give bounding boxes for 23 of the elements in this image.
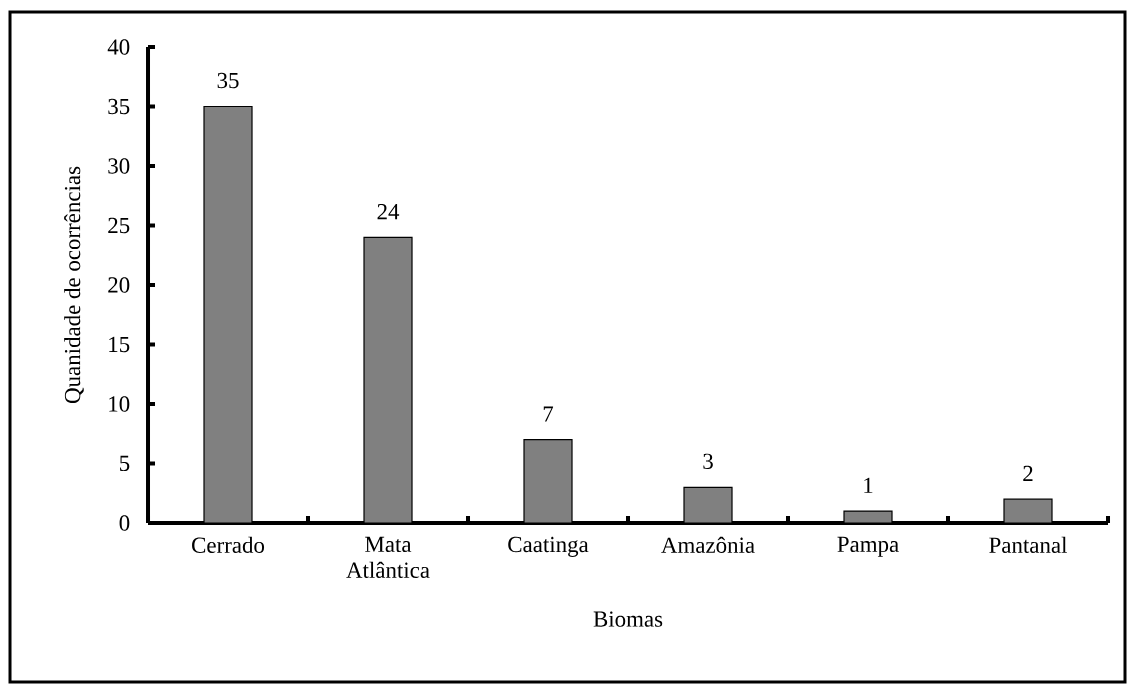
data-label: 3 xyxy=(703,453,713,470)
data-label: 2 xyxy=(1023,465,1033,481)
y-tick-label: 40 xyxy=(107,39,130,55)
x-tick-label: Caatinga xyxy=(508,536,589,557)
y-tick-label: 15 xyxy=(109,336,130,353)
x-tick-label: Cerrado xyxy=(192,536,265,553)
y-tick-label: 10 xyxy=(109,396,130,412)
x-tick-label: Pantanal xyxy=(989,536,1068,553)
data-label: 35 xyxy=(217,72,239,89)
x-axis-title: Biomas xyxy=(593,611,663,627)
data-label: 1 xyxy=(864,477,873,493)
y-tick-label: 0 xyxy=(119,515,130,531)
y-tick-label: 20 xyxy=(108,277,130,293)
y-tick-label: 35 xyxy=(108,98,130,115)
y-tick-label: 5 xyxy=(120,455,130,472)
data-label: 7 xyxy=(543,406,554,422)
y-axis-title: Quanidade de ocorrências xyxy=(64,166,84,404)
y-tick-label: 30 xyxy=(108,158,130,174)
x-tick-label: Pampa xyxy=(837,536,899,557)
data-label: 24 xyxy=(377,203,400,220)
x-tick-label: Mata Atlântica xyxy=(346,536,430,578)
y-tick-label: 25 xyxy=(108,217,130,234)
x-tick-label: Amazônia xyxy=(661,536,755,553)
